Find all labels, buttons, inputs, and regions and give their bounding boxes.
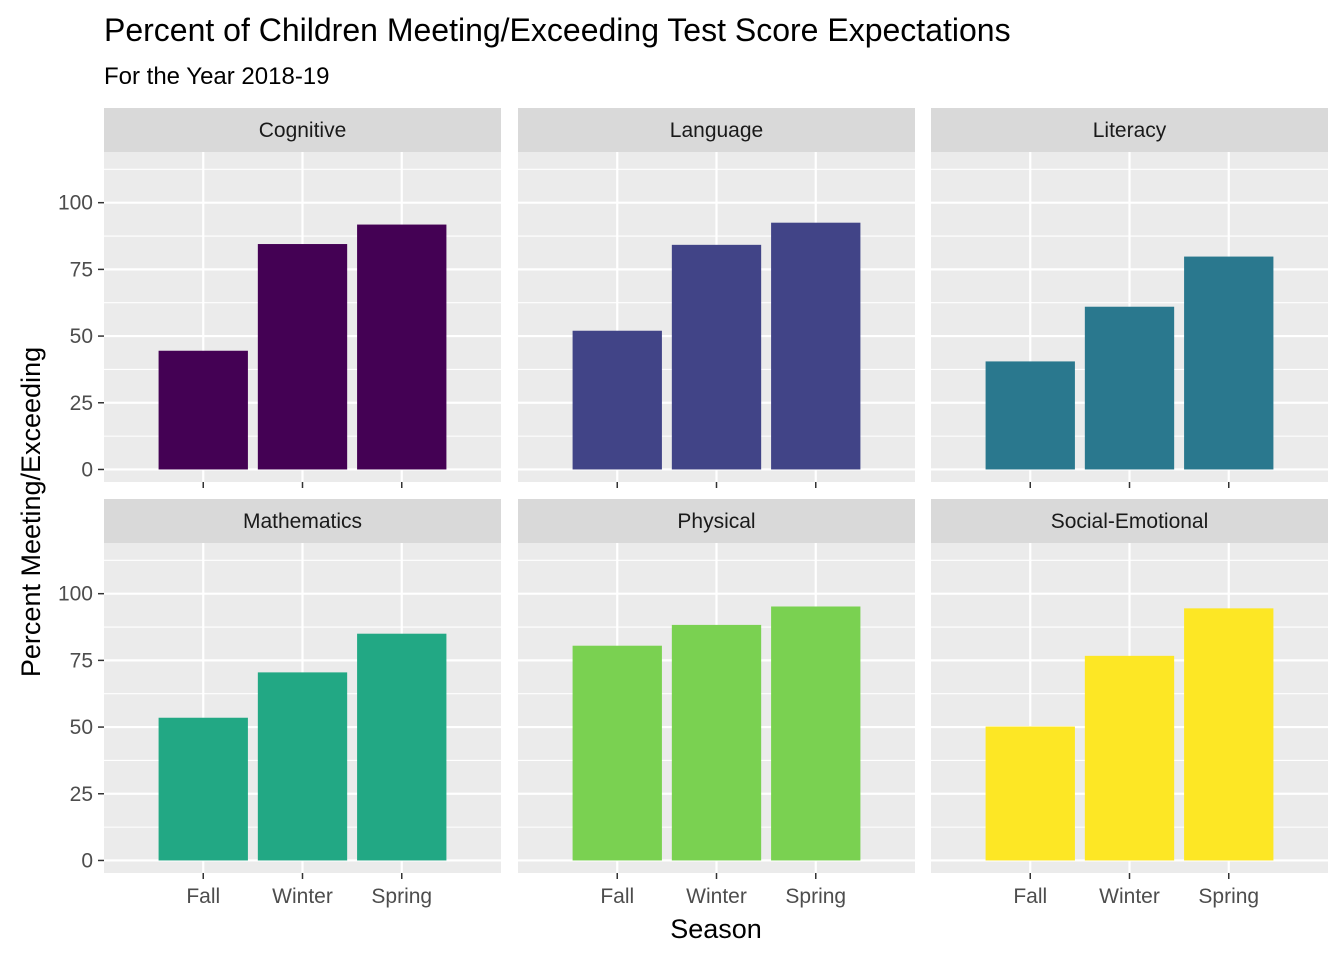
bar-mathematics-fall [158,717,248,861]
bar-cognitive-spring [357,224,447,470]
bar-social-emotional-spring [1184,608,1274,861]
panel-cognitive: Cognitive 0 25 50 75 100 [58,108,501,488]
y-tick-label: 100 [58,192,93,215]
panel-literacy: Literacy [931,108,1328,488]
facet-panels: Cognitive 0 25 50 75 100 Language Literacy Mathe… [58,108,1328,908]
facet-strip [931,108,1328,152]
bar-literacy-fall [985,361,1075,470]
panel-language: Language [518,108,915,488]
y-tick-label: 25 [70,783,93,806]
panel-mathematics: Mathematics 0 25 50 75 100 Fall Winter Spring [58,499,501,908]
bar-social-emotional-fall [985,726,1075,861]
chart-title: Percent of Children Meeting/Exceeding Te… [104,12,1011,48]
y-tick-label: 75 [70,649,93,672]
x-tick-label: Fall [600,885,634,908]
panel-physical: Physical Fall Winter Spring [518,499,915,908]
facet-strip-label: Mathematics [243,510,362,533]
x-tick-label: Winter [1099,885,1160,908]
facet-strip [104,499,501,543]
bar-language-winter [671,244,762,470]
bar-mathematics-winter [257,672,348,861]
x-axis-title: Season [670,914,762,944]
x-tick-label: Winter [272,885,333,908]
y-tick-label: 75 [70,258,93,281]
facet-strip-label: Cognitive [259,119,347,142]
x-tick-label: Winter [686,885,747,908]
y-tick-label: 0 [81,849,93,872]
facet-strip [518,108,915,152]
facet-strip [518,499,915,543]
bar-physical-spring [771,606,861,861]
facet-strip [931,499,1328,543]
chart-subtitle: For the Year 2018-19 [104,63,330,90]
facet-strip-label: Literacy [1093,119,1167,142]
bar-language-fall [572,330,662,470]
bar-mathematics-spring [357,633,447,861]
bar-cognitive-fall [158,350,248,470]
facet-strip-label: Language [670,119,763,142]
bar-cognitive-winter [257,244,348,470]
bar-literacy-spring [1184,256,1274,470]
facet-strip-label: Social-Emotional [1051,510,1209,533]
bar-social-emotional-winter [1084,655,1175,861]
x-tick-label: Spring [785,885,846,908]
x-tick-label: Spring [371,885,432,908]
y-tick-label: 100 [58,583,93,606]
x-tick-label: Spring [1198,885,1259,908]
y-tick-label: 50 [70,325,93,348]
bar-literacy-winter [1084,306,1175,470]
x-tick-label: Fall [186,885,220,908]
facet-strip [104,108,501,152]
facet-strip-label: Physical [677,510,755,533]
bar-language-spring [771,222,861,470]
panel-social-emotional: Social-Emotional Fall Winter Spring [931,499,1328,908]
y-tick-label: 50 [70,716,93,739]
y-tick-label: 0 [81,458,93,481]
x-tick-label: Fall [1013,885,1047,908]
bar-physical-fall [572,645,662,861]
bar-physical-winter [671,624,762,861]
y-axis-title: Percent Meeting/Exceeding [16,347,46,677]
y-tick-label: 25 [70,392,93,415]
